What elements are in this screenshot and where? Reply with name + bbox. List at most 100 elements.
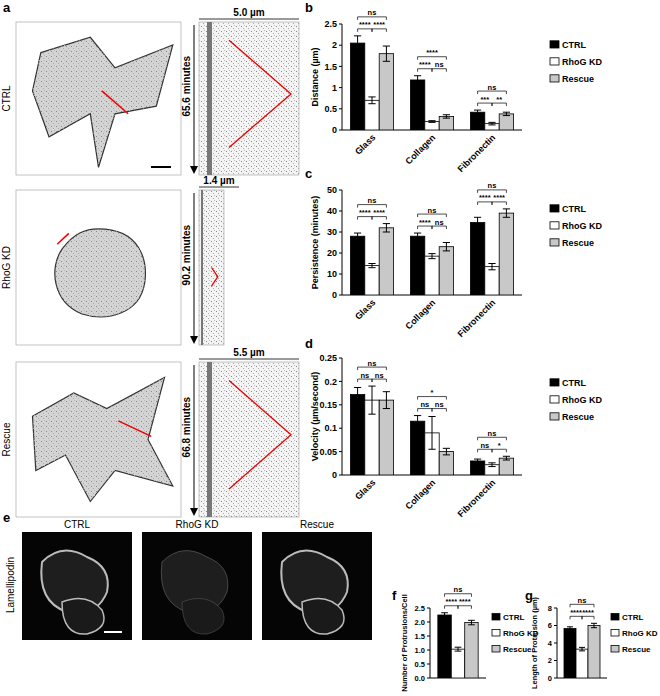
cell xyxy=(302,598,344,634)
sig-label: **** xyxy=(582,608,594,617)
y-axis xyxy=(342,358,343,475)
y-axis-label: Length of Protrusion (µm) xyxy=(530,596,539,689)
chart-c: c01020304050Persistence (minutes)GlassCo… xyxy=(305,166,602,339)
cell-outline xyxy=(33,37,173,167)
bar xyxy=(410,236,424,295)
legend-swatch xyxy=(550,58,559,65)
time-arrow xyxy=(194,193,195,339)
scale-bar xyxy=(104,631,122,633)
kymograph xyxy=(199,362,299,517)
y-tick-label: 0.15 xyxy=(319,400,337,410)
image-label: Rescue xyxy=(300,519,334,530)
y-tick-label: 4 xyxy=(548,639,553,648)
category-label: Glass xyxy=(353,477,377,501)
cell-texture xyxy=(55,229,146,317)
kymo-line xyxy=(118,421,151,437)
scale-bar xyxy=(151,166,171,168)
y-axis xyxy=(342,190,343,295)
kymo-edge xyxy=(207,362,212,517)
y-tick-label: 0.05 xyxy=(319,447,337,457)
width-label: 5.0 µm xyxy=(233,7,264,18)
y-tick xyxy=(339,358,342,359)
y-tick xyxy=(339,87,342,88)
error-bar xyxy=(428,121,435,123)
marks xyxy=(564,623,600,678)
chart-f: f0.00.51.01.52.02.5Number of Protrusions… xyxy=(392,585,539,691)
kymo-texture xyxy=(199,362,299,517)
legend-label: CTRL xyxy=(622,613,643,622)
error-bar xyxy=(488,122,495,125)
width-bar xyxy=(199,187,239,188)
sig-label: ns xyxy=(578,596,587,605)
bar xyxy=(485,267,499,295)
legend-swatch xyxy=(550,41,559,48)
legend-label: Rescue xyxy=(562,238,594,248)
bar xyxy=(379,400,393,475)
panel-letter: a xyxy=(3,0,11,15)
legend-swatch xyxy=(492,630,500,636)
legend-label: RhoG KD xyxy=(622,629,658,638)
width-bar xyxy=(199,19,299,20)
kymo-triangle xyxy=(212,268,218,287)
bar xyxy=(564,629,576,678)
category-label: Glass xyxy=(353,297,377,321)
time-label: 65.6 minutes xyxy=(181,56,192,117)
kymo-edge xyxy=(207,22,212,175)
y-tick-label: 1.5 xyxy=(324,62,337,72)
row-label: RhoG KD xyxy=(1,246,12,289)
sig-label: *** xyxy=(480,95,489,104)
y-tick-label: 0.5 xyxy=(324,104,337,114)
category-label: Collagen xyxy=(403,477,437,511)
legend-swatch xyxy=(550,75,559,82)
category-label: Fibronectin xyxy=(456,477,498,519)
y-tick-label: 1.5 xyxy=(415,632,425,641)
bar xyxy=(499,458,513,475)
time-arrow xyxy=(194,365,195,511)
row-label: Rescue xyxy=(1,422,12,456)
y-tick xyxy=(427,650,430,651)
panel-letter: d xyxy=(305,336,313,351)
y-tick xyxy=(554,643,557,644)
sig-label: ns xyxy=(488,181,497,190)
cell-texture xyxy=(33,37,173,167)
panel-letter: c xyxy=(305,166,312,181)
bar xyxy=(379,228,393,295)
sig-label: **** xyxy=(459,597,471,606)
cell-outline xyxy=(55,229,146,317)
legend-label: Rescue xyxy=(622,645,651,654)
bar xyxy=(499,213,513,295)
bar xyxy=(588,626,600,679)
y-tick xyxy=(339,381,342,382)
legend-swatch xyxy=(550,222,559,229)
sig-label: ns xyxy=(375,371,384,380)
y-tick-label: 0 xyxy=(332,125,337,135)
y-tick xyxy=(339,211,342,212)
bar xyxy=(470,223,484,295)
y-tick xyxy=(427,664,430,665)
legend-swatch xyxy=(611,646,619,652)
error-bar xyxy=(383,392,390,409)
fluor-image xyxy=(22,532,132,640)
y-tick xyxy=(339,66,342,67)
sig-label: * xyxy=(431,388,434,397)
panel-letter: e xyxy=(3,510,10,525)
bar xyxy=(425,256,439,295)
marks xyxy=(350,386,513,475)
legend-label: CTRL xyxy=(562,204,586,214)
y-tick-label: 8 xyxy=(548,604,552,613)
y-tick-label: 0.5 xyxy=(415,660,425,669)
sig-label: **** xyxy=(570,608,582,617)
y-tick-label: 2.5 xyxy=(324,19,337,29)
error-bar xyxy=(414,416,421,427)
bar xyxy=(410,80,424,130)
sig-label: ns xyxy=(368,8,377,17)
sig-label: ns xyxy=(420,400,429,409)
legend-swatch xyxy=(492,614,500,620)
error-bar xyxy=(488,264,495,270)
sig-label: ns xyxy=(368,196,377,205)
legend-swatch xyxy=(492,646,500,652)
kymo-triangle xyxy=(229,40,291,147)
cell xyxy=(182,598,224,634)
legend-label: RhoG KD xyxy=(562,221,602,231)
bar xyxy=(350,43,364,130)
